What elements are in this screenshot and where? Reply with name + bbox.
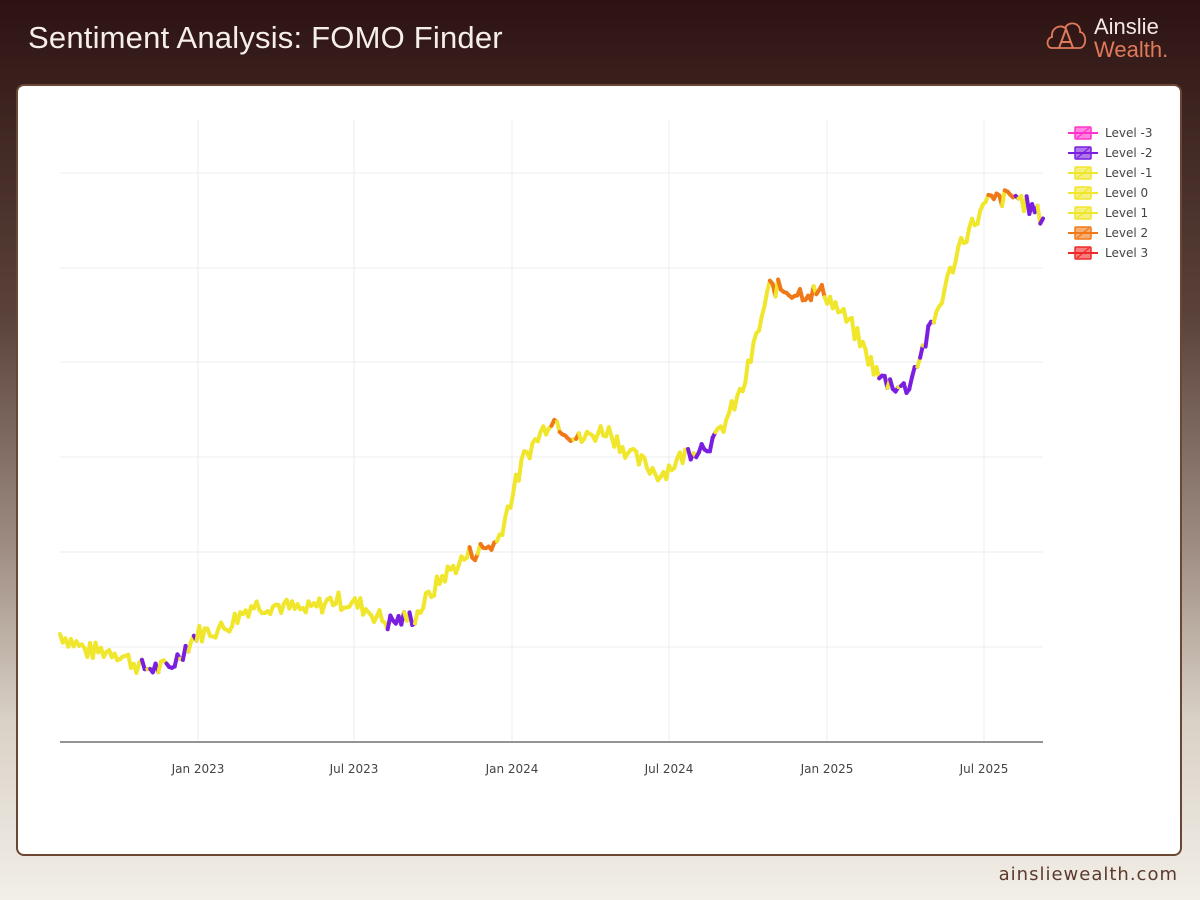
ainslie-a-cloud-logo-icon [1046, 22, 1087, 49]
price-segment [680, 447, 688, 466]
price-segment [757, 314, 764, 333]
brand-logo[interactable]: Ainslie Wealth. [1044, 14, 1184, 64]
price-segment [1000, 188, 1007, 208]
price-sentiment-chart[interactable]: Jan 2023 Jul 2023 Jan 2024 Jul 2024 Jan 2025… [18, 86, 1184, 858]
price-segment [923, 323, 931, 349]
legend-item-level--1[interactable]: Level -1 [1068, 166, 1152, 180]
price-segment [508, 490, 516, 510]
legend-item-level--3[interactable]: Level -3 [1068, 126, 1152, 140]
logo-text-ainslie: Ainslie [1094, 14, 1159, 39]
price-segment [743, 358, 751, 385]
price-segment [516, 457, 524, 483]
price-segment [732, 394, 740, 412]
price-segment [819, 283, 827, 300]
svg-text:Level 0: Level 0 [1105, 186, 1148, 200]
price-segment [500, 516, 508, 537]
svg-text:Level -3: Level -3 [1105, 126, 1152, 140]
price-segment [407, 610, 415, 627]
logo-text-wealth: Wealth. [1094, 37, 1169, 62]
x-tick-label: Jul 2025 [959, 762, 1009, 776]
price-segment [939, 286, 947, 306]
x-tick-label: Jan 2024 [485, 762, 539, 776]
legend-item-level-1[interactable]: Level 1 [1068, 206, 1148, 220]
price-segment [907, 375, 914, 392]
legend-item-level--2[interactable]: Level -2 [1068, 146, 1152, 160]
price-segment [336, 590, 344, 612]
chart-card: Jan 2023 Jul 2023 Jan 2024 Jul 2024 Jan 2025… [16, 84, 1182, 856]
price-segment [748, 340, 756, 364]
price-segment [707, 435, 715, 454]
x-tick-label: Jan 2025 [800, 762, 854, 776]
price-segment [199, 626, 207, 644]
legend-item-level-0[interactable]: Level 0 [1068, 186, 1148, 200]
svg-text:Level -2: Level -2 [1105, 146, 1152, 160]
price-segment [942, 273, 950, 291]
price-segment [527, 441, 535, 461]
svg-text:Level 3: Level 3 [1105, 246, 1148, 260]
x-tick-label: Jul 2023 [329, 762, 379, 776]
price-segment [918, 343, 925, 360]
price-segment [975, 208, 983, 226]
svg-text:Level 1: Level 1 [1105, 206, 1148, 220]
legend-item-level-2[interactable]: Level 2 [1068, 226, 1148, 240]
page-title: Sentiment Analysis: FOMO Finder [28, 20, 503, 55]
svg-text:Level 2: Level 2 [1105, 226, 1148, 240]
price-segment [421, 591, 428, 611]
price-segment [964, 225, 972, 244]
price-segment [953, 244, 961, 264]
footer-url[interactable]: ainsliewealth.com [998, 864, 1178, 885]
legend-item-level-3[interactable]: Level 3 [1068, 246, 1148, 260]
x-tick-label: Jul 2024 [644, 762, 694, 776]
price-segment [721, 417, 729, 434]
svg-text:Level -1: Level -1 [1105, 166, 1152, 180]
x-tick-label: Jan 2023 [171, 762, 225, 776]
price-segment [762, 289, 770, 309]
price-segment [1038, 216, 1045, 226]
